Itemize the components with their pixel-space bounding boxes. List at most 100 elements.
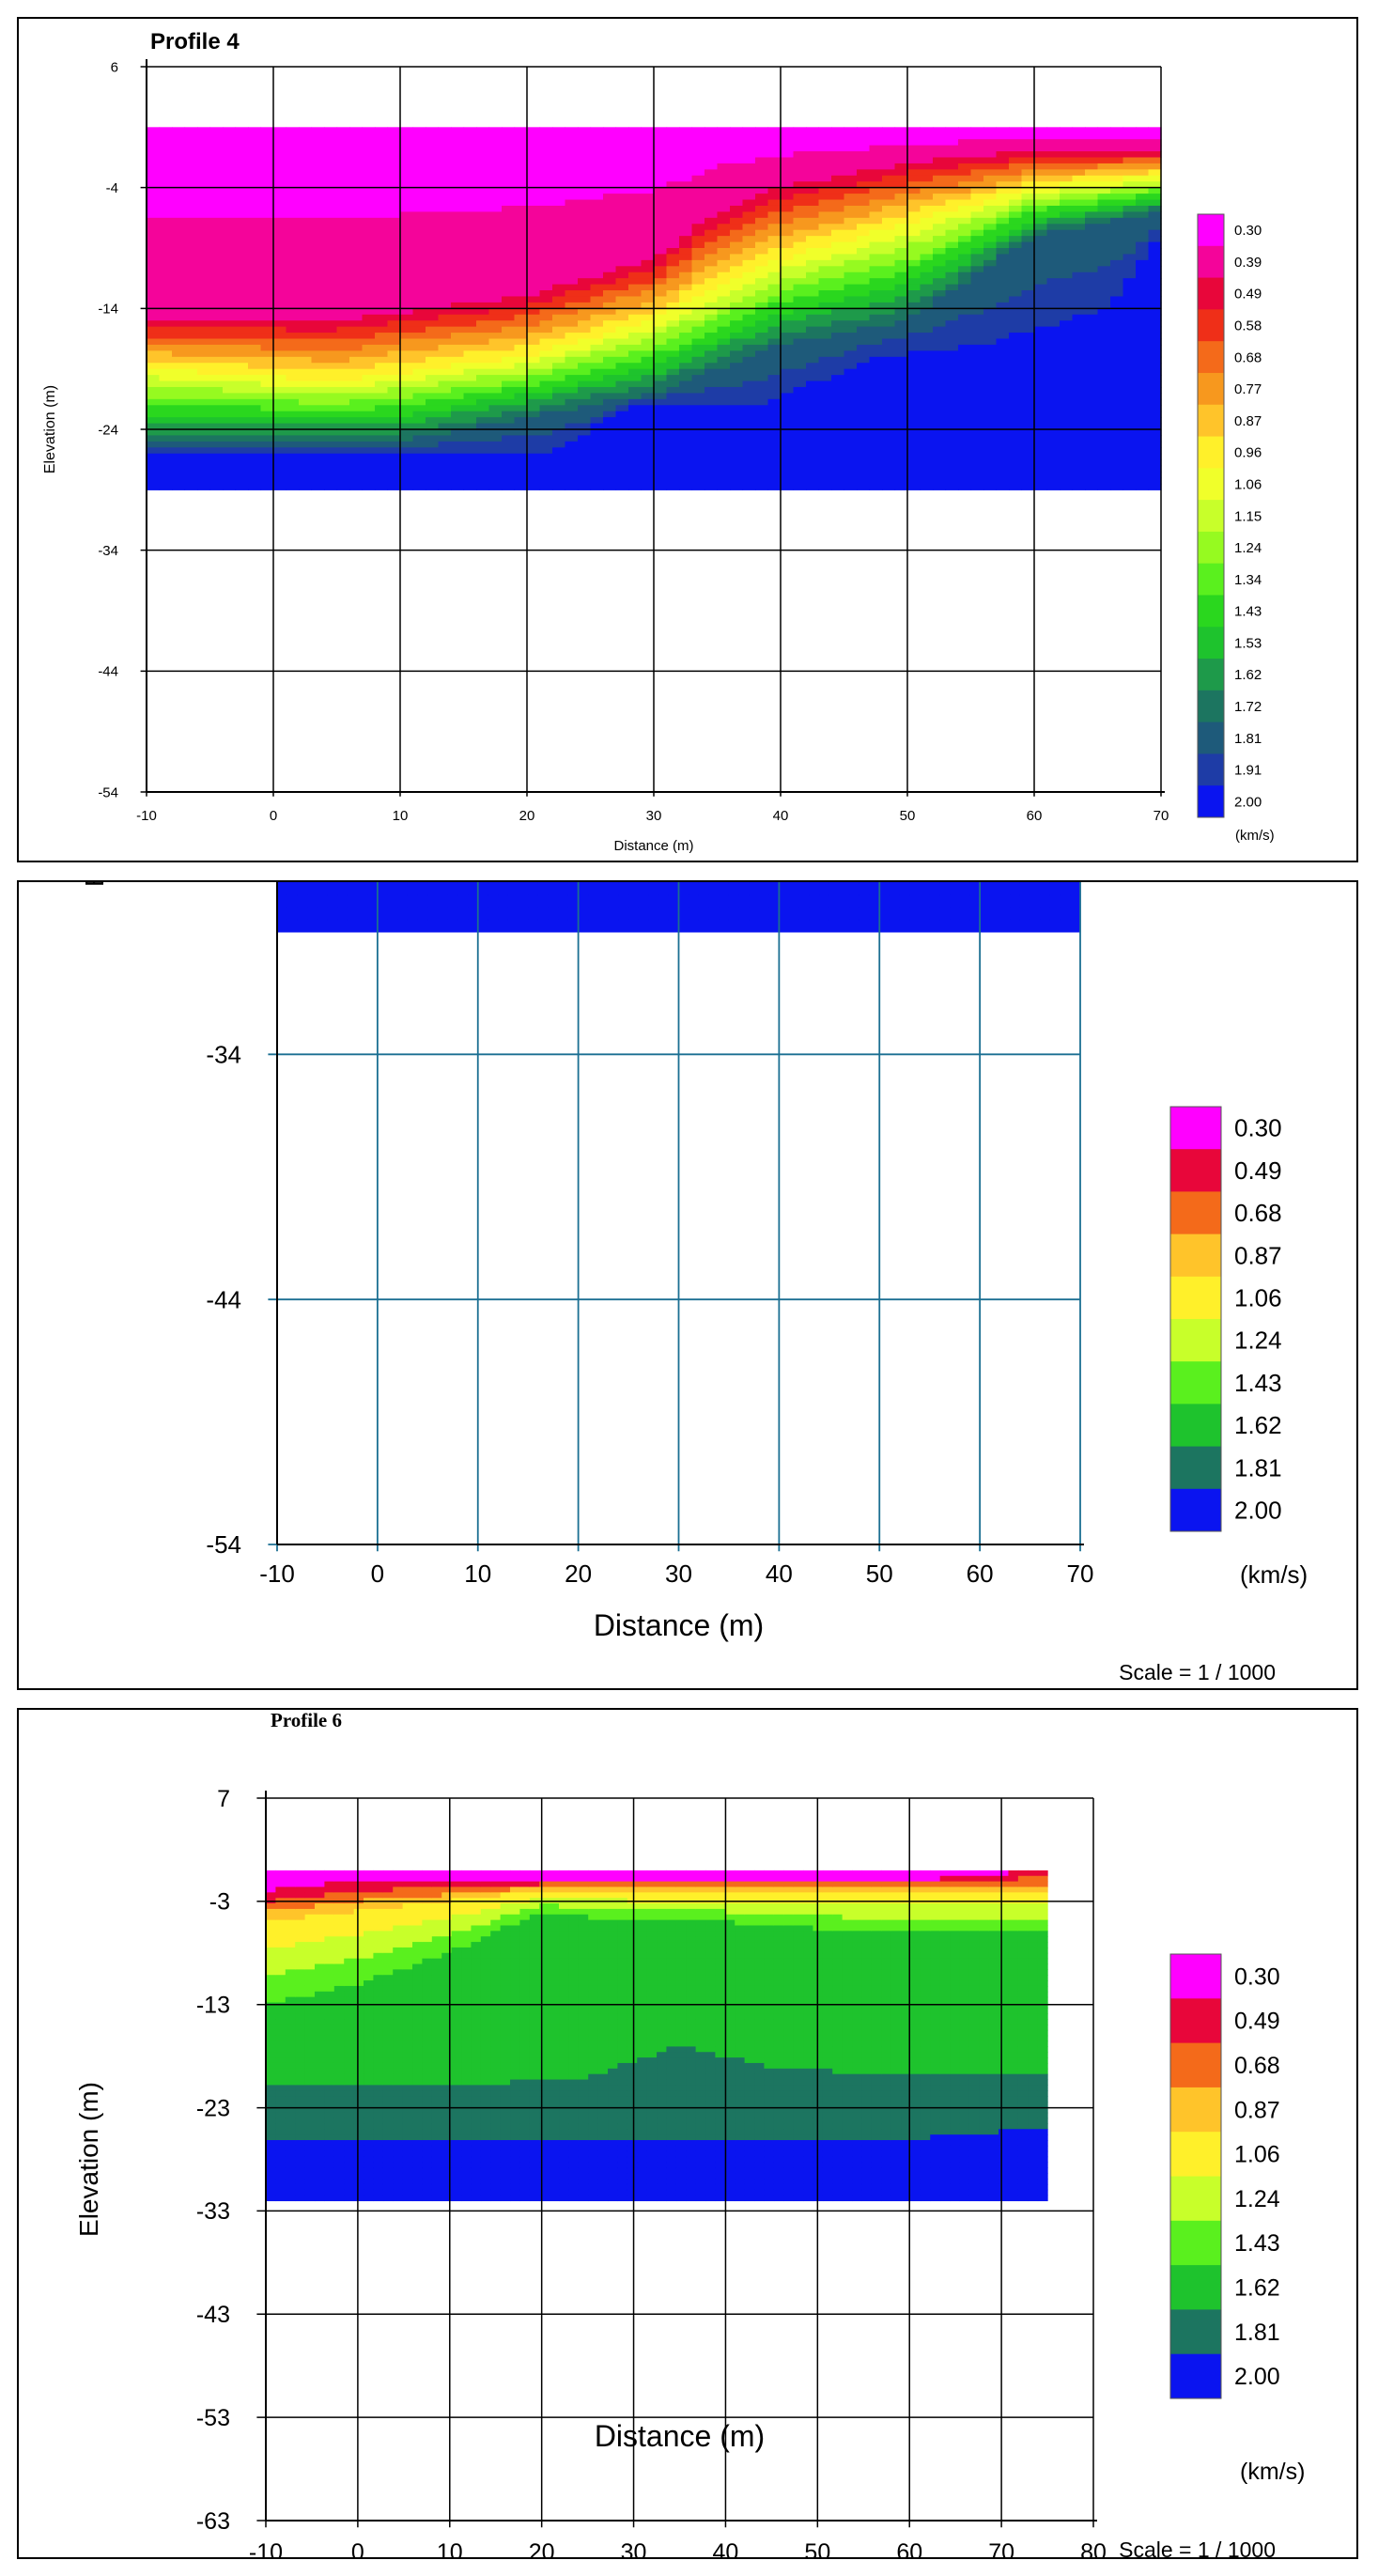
velocity-cell [730, 326, 744, 334]
velocity-cell [970, 368, 984, 376]
velocity-cell [933, 241, 947, 249]
velocity-cell [1021, 199, 1035, 207]
velocity-cell [286, 441, 300, 448]
velocity-cell [147, 356, 161, 364]
velocity-cell [488, 429, 503, 437]
velocity-cell [147, 465, 161, 473]
velocity-cell [831, 417, 845, 425]
velocity-cell [806, 229, 820, 237]
velocity-cell [299, 199, 313, 207]
velocity-cell [869, 441, 883, 448]
velocity-cell [1021, 278, 1035, 286]
velocity-cell [793, 441, 807, 448]
velocity-cell [933, 320, 947, 328]
velocity-cell [172, 145, 186, 152]
velocity-cell [476, 477, 490, 485]
velocity-cell [451, 248, 465, 256]
velocity-cell [831, 459, 845, 467]
velocity-cell [1123, 224, 1137, 231]
velocity-cell [755, 411, 769, 418]
velocity-cell [349, 241, 364, 249]
velocity-cell [958, 145, 972, 152]
velocity-cell [527, 151, 541, 159]
velocity-cell [1072, 417, 1086, 425]
velocity-cell [324, 429, 338, 437]
velocity-cell [781, 266, 795, 273]
velocity-cell [603, 465, 617, 473]
velocity-cell [223, 363, 237, 370]
velocity-cell [286, 459, 300, 467]
velocity-cell [362, 320, 376, 328]
velocity-cell [349, 411, 364, 418]
velocity-cell [375, 259, 389, 267]
velocity-cell [882, 308, 896, 316]
velocity-cell [818, 296, 832, 303]
velocity-cell [248, 447, 262, 455]
velocity-cell [717, 284, 731, 291]
velocity-cell [147, 350, 161, 358]
velocity-cell [767, 241, 782, 249]
velocity-cell [691, 417, 705, 425]
velocity-cell [426, 169, 440, 177]
velocity-cell [387, 472, 401, 479]
velocity-cell [514, 472, 528, 479]
velocity-cell [1072, 127, 1086, 134]
velocity-cell [209, 477, 224, 485]
velocity-cell [299, 320, 313, 328]
velocity-cell [818, 302, 832, 309]
velocity-cell [628, 224, 643, 231]
velocity-cell [502, 290, 516, 298]
velocity-cell [349, 386, 364, 394]
velocity-cell [983, 320, 998, 328]
velocity-cell [387, 344, 401, 351]
velocity-cell [654, 326, 668, 334]
velocity-cell [1072, 447, 1086, 455]
velocity-cell [818, 423, 832, 430]
velocity-cell [514, 296, 528, 303]
velocity-cell [894, 459, 908, 467]
velocity-cell [451, 356, 465, 364]
velocity-cell [742, 132, 756, 140]
velocity-cell [438, 447, 452, 455]
velocity-cell [628, 386, 643, 394]
velocity-cell [945, 459, 959, 467]
velocity-cell [426, 350, 440, 358]
velocity-cell [603, 199, 617, 207]
velocity-cell [1085, 380, 1099, 388]
velocity-cell [1021, 398, 1035, 406]
velocity-cell [438, 405, 452, 412]
velocity-cell [311, 344, 325, 351]
velocity-cell [476, 368, 490, 376]
velocity-cell [147, 405, 161, 412]
velocity-cell [1097, 236, 1111, 243]
velocity-cell [590, 447, 604, 455]
velocity-cell [844, 411, 858, 418]
velocity-cell [882, 163, 896, 170]
velocity-cell [336, 139, 350, 147]
velocity-cell [387, 229, 401, 237]
velocity-cell [299, 139, 313, 147]
velocity-cell [387, 278, 401, 286]
velocity-cell [147, 181, 161, 189]
velocity-cell [615, 356, 629, 364]
velocity-cell [273, 205, 287, 212]
velocity-cell [565, 187, 579, 194]
velocity-cell [1046, 472, 1061, 479]
velocity-cell [248, 483, 262, 490]
velocity-cell [793, 405, 807, 412]
velocity-cell [1034, 441, 1048, 448]
velocity-cell [755, 368, 769, 376]
velocity-cell [260, 380, 274, 388]
velocity-cell [1148, 417, 1162, 425]
velocity-cell [996, 333, 1010, 340]
velocity-cell [958, 199, 972, 207]
velocity-cell [1060, 453, 1074, 460]
velocity-cell [691, 175, 705, 182]
velocity-cell [679, 375, 693, 382]
velocity-cell [502, 375, 516, 382]
velocity-cell [679, 181, 693, 189]
velocity-cell [286, 175, 300, 182]
velocity-cell [223, 272, 237, 279]
velocity-cell [248, 284, 262, 291]
velocity-cell [197, 169, 211, 177]
